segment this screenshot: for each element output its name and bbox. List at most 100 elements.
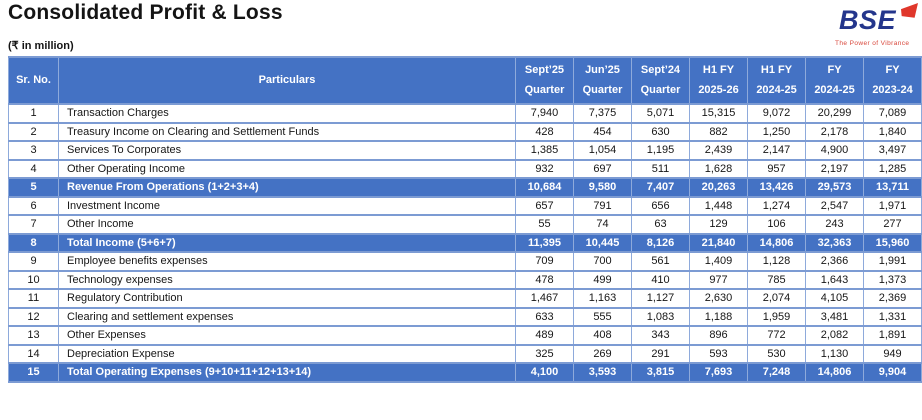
cell-value-jun25-quarter: 10,445 — [573, 232, 632, 253]
table-row: 1 Transaction Charges 7,940 7,375 5,071 15,31… — [8, 103, 922, 124]
cell-sr-no: 11 — [8, 288, 59, 309]
cell-sr-no: 5 — [8, 177, 59, 198]
cell-value-sept25-quarter: 428 — [515, 121, 574, 142]
bse-logo-tagline: The Power of Vibrance — [835, 40, 910, 47]
cell-sr-no: 3 — [8, 140, 59, 161]
cell-value-sept24-quarter: 291 — [631, 343, 690, 364]
cell-value-h1-fy-2024-25: 106 — [747, 214, 806, 235]
table-row: 4 Other Operating Income 932 697 511 1,628 957… — [8, 158, 922, 179]
column-header-fy-2024-25: FY 2024-25 — [805, 56, 864, 105]
cell-value-fy-2024-25: 14,806 — [805, 362, 864, 383]
column-header-sr: Sr. No. — [8, 56, 59, 105]
cell-sr-no: 15 — [8, 362, 59, 383]
cell-value-h1-fy-2025-26: 20,263 — [689, 177, 748, 198]
cell-value-fy-2024-25: 4,105 — [805, 288, 864, 309]
cell-value-fy-2023-24: 3,497 — [863, 140, 922, 161]
cell-value-jun25-quarter: 1,163 — [573, 288, 632, 309]
cell-value-sept24-quarter: 63 — [631, 214, 690, 235]
cell-sr-no: 13 — [8, 325, 59, 346]
cell-value-sept25-quarter: 325 — [515, 343, 574, 364]
cell-value-fy-2024-25: 4,900 — [805, 140, 864, 161]
column-header-h1-fy-2024-25: H1 FY 2024-25 — [747, 56, 806, 105]
cell-value-sept25-quarter: 1,385 — [515, 140, 574, 161]
cell-value-h1-fy-2024-25: 9,072 — [747, 103, 806, 124]
cell-particulars: Investment Income — [58, 195, 516, 216]
cell-particulars: Total Operating Expenses (9+10+11+12+13+… — [58, 362, 516, 383]
cell-sr-no: 6 — [8, 195, 59, 216]
cell-value-h1-fy-2024-25: 957 — [747, 158, 806, 179]
cell-value-sept24-quarter: 1,195 — [631, 140, 690, 161]
column-header-sept25-quarter: Sept’25 Quarter — [515, 56, 574, 105]
cell-value-h1-fy-2025-26: 1,628 — [689, 158, 748, 179]
cell-particulars: Regulatory Contribution — [58, 288, 516, 309]
cell-value-sept24-quarter: 1,127 — [631, 288, 690, 309]
cell-value-h1-fy-2025-26: 896 — [689, 325, 748, 346]
cell-sr-no: 10 — [8, 269, 59, 290]
cell-value-sept24-quarter: 630 — [631, 121, 690, 142]
column-header-h1-fy-2025-26: H1 FY 2025-26 — [689, 56, 748, 105]
cell-value-sept24-quarter: 7,407 — [631, 177, 690, 198]
cell-value-fy-2023-24: 1,331 — [863, 306, 922, 327]
cell-value-jun25-quarter: 700 — [573, 251, 632, 272]
cell-value-fy-2024-25: 1,130 — [805, 343, 864, 364]
cell-sr-no: 4 — [8, 158, 59, 179]
table-row: 11 Regulatory Contribution 1,467 1,163 1,127… — [8, 288, 922, 309]
table-row: 15 Total Operating Expenses (9+10+11+12+1… — [8, 362, 922, 383]
cell-particulars: Revenue From Operations (1+2+3+4) — [58, 177, 516, 198]
cell-value-fy-2023-24: 7,089 — [863, 103, 922, 124]
cell-value-sept25-quarter: 7,940 — [515, 103, 574, 124]
column-header-jun25-quarter: Jun’25 Quarter — [573, 56, 632, 105]
cell-sr-no: 2 — [8, 121, 59, 142]
cell-value-h1-fy-2025-26: 2,630 — [689, 288, 748, 309]
cell-value-fy-2024-25: 32,363 — [805, 232, 864, 253]
cell-value-jun25-quarter: 408 — [573, 325, 632, 346]
cell-value-jun25-quarter: 499 — [573, 269, 632, 290]
cell-value-fy-2023-24: 15,960 — [863, 232, 922, 253]
cell-particulars: Other Expenses — [58, 325, 516, 346]
cell-value-sept24-quarter: 5,071 — [631, 103, 690, 124]
cell-value-jun25-quarter: 74 — [573, 214, 632, 235]
cell-value-sept25-quarter: 4,100 — [515, 362, 574, 383]
cell-value-h1-fy-2025-26: 1,409 — [689, 251, 748, 272]
cell-sr-no: 1 — [8, 103, 59, 124]
column-header-sept24-quarter: Sept’24 Quarter — [631, 56, 690, 105]
table-row: 14 Depreciation Expense 325 269 291 593 530 1,1… — [8, 343, 922, 364]
column-header-fy-2023-24: FY 2023-24 — [863, 56, 922, 105]
cell-value-h1-fy-2025-26: 129 — [689, 214, 748, 235]
cell-particulars: Services To Corporates — [58, 140, 516, 161]
table-row: 13 Other Expenses 489 408 343 896 772 2,082 1,89… — [8, 325, 922, 346]
table-row: 7 Other Income 55 74 63 129 106 243 277 — [8, 214, 922, 235]
cell-value-fy-2024-25: 29,573 — [805, 177, 864, 198]
cell-value-h1-fy-2025-26: 15,315 — [689, 103, 748, 124]
cell-value-sept24-quarter: 656 — [631, 195, 690, 216]
cell-particulars: Clearing and settlement expenses — [58, 306, 516, 327]
cell-value-jun25-quarter: 791 — [573, 195, 632, 216]
table-row: 2 Treasury Income on Clearing and Settlem… — [8, 121, 922, 142]
cell-value-h1-fy-2024-25: 772 — [747, 325, 806, 346]
cell-value-jun25-quarter: 1,054 — [573, 140, 632, 161]
cell-particulars: Employee benefits expenses — [58, 251, 516, 272]
cell-value-fy-2023-24: 1,891 — [863, 325, 922, 346]
cell-value-sept24-quarter: 1,083 — [631, 306, 690, 327]
cell-value-sept25-quarter: 489 — [515, 325, 574, 346]
cell-particulars: Technology expenses — [58, 269, 516, 290]
cell-value-h1-fy-2025-26: 1,188 — [689, 306, 748, 327]
cell-value-h1-fy-2024-25: 530 — [747, 343, 806, 364]
page-title: Consolidated Profit & Loss — [8, 1, 283, 24]
table-row: 5 Revenue From Operations (1+2+3+4) 10,684… — [8, 177, 922, 198]
cell-value-sept25-quarter: 55 — [515, 214, 574, 235]
cell-value-fy-2024-25: 2,197 — [805, 158, 864, 179]
bse-logo: BSE The Power of Vibrance — [833, 3, 919, 53]
cell-sr-no: 12 — [8, 306, 59, 327]
cell-value-fy-2023-24: 949 — [863, 343, 922, 364]
cell-value-h1-fy-2025-26: 2,439 — [689, 140, 748, 161]
cell-value-sept25-quarter: 657 — [515, 195, 574, 216]
cell-value-sept25-quarter: 478 — [515, 269, 574, 290]
cell-value-h1-fy-2024-25: 7,248 — [747, 362, 806, 383]
cell-value-fy-2023-24: 1,971 — [863, 195, 922, 216]
cell-value-fy-2023-24: 1,285 — [863, 158, 922, 179]
cell-sr-no: 7 — [8, 214, 59, 235]
cell-value-sept25-quarter: 1,467 — [515, 288, 574, 309]
cell-value-sept24-quarter: 343 — [631, 325, 690, 346]
table-body: 1 Transaction Charges 7,940 7,375 5,071 15,31… — [8, 103, 922, 383]
